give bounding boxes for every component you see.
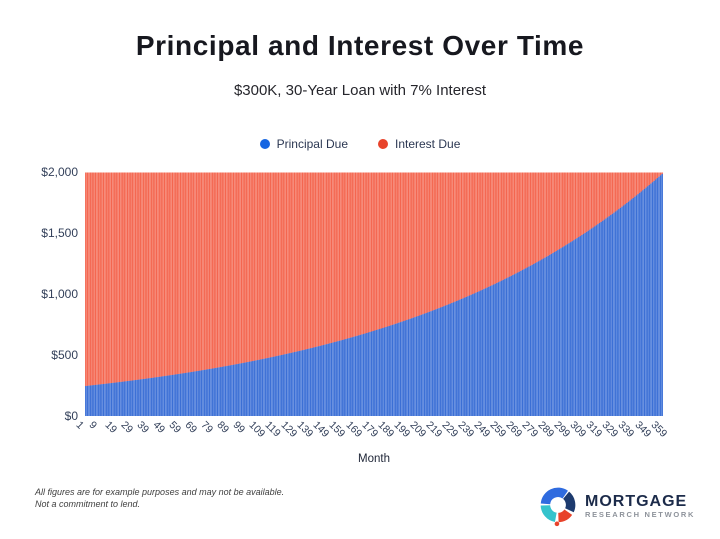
logo-arc-teal: [540, 504, 558, 522]
logo-subtitle: RESEARCH NETWORK: [585, 510, 696, 519]
y-tick-label: $1,000: [41, 287, 78, 301]
x-tick-label: 59: [166, 419, 184, 436]
logo-arc-red: [557, 509, 573, 523]
disclaimer: All figures are for example purposes and…: [35, 487, 284, 510]
y-tick-label: $500: [51, 348, 78, 362]
x-tick-label: 89: [214, 419, 232, 436]
principal-legend-dot-icon: [259, 139, 270, 149]
chart-subtitle: $300K, 30-Year Loan with 7% Interest: [233, 82, 487, 99]
x-tick-label: 79: [198, 419, 216, 436]
x-tick-label: 99: [230, 419, 248, 436]
legend-item-interest: Interest Due: [378, 137, 460, 151]
x-tick-label: 69: [182, 419, 200, 436]
x-tick-label: 49: [150, 419, 168, 436]
x-tick-label: 359: [648, 419, 669, 440]
logo: MORTGAGE RESEARCH NETWORK: [537, 485, 695, 527]
legend: Principal Due Interest Due: [0, 137, 720, 151]
x-tick-label: 9: [86, 419, 99, 432]
x-tick-label: 39: [134, 419, 152, 436]
interest-legend-dot-icon: [378, 139, 388, 149]
logo-text: MORTGAGE RESEARCH NETWORK: [585, 493, 695, 519]
x-tick-label: 19: [102, 419, 119, 436]
disclaimer-line-2: Not a commitment to lend.: [35, 498, 141, 509]
y-tick-label: $2,000: [41, 165, 78, 179]
logo-dot-red: [554, 521, 560, 527]
y-tick-label: $1,500: [41, 226, 78, 240]
stacked-bar-plot-area: [85, 172, 663, 416]
logo-title: MORTGAGE: [585, 493, 688, 510]
legend-item-principal: Principal Due: [259, 137, 348, 151]
logo-arc-blue: [540, 487, 568, 505]
disclaimer-line-1: All figures are for example purposes and…: [35, 487, 285, 497]
chart-title: Principal and Interest Over Time: [135, 30, 585, 61]
legend-label-interest: Interest Due: [395, 137, 461, 151]
logo-arc-navy: [562, 491, 576, 513]
logo-donut-icon: [540, 487, 576, 527]
x-axis-title: Month: [358, 453, 390, 465]
x-tick-label: 29: [118, 419, 136, 436]
y-tick-label: $0: [64, 409, 78, 423]
legend-label-principal: Principal Due: [276, 137, 348, 151]
